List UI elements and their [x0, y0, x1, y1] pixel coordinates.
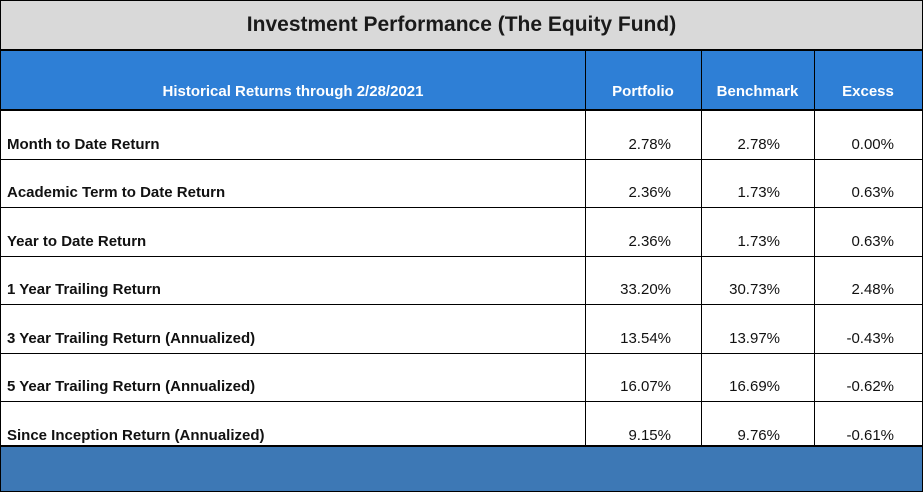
excess-value: -0.62%: [846, 378, 894, 395]
portfolio-value: 2.78%: [628, 135, 671, 153]
table-row: 3 Year Trailing Return (Annualized) 13.54…: [1, 305, 922, 354]
excess-value: 0.00%: [851, 135, 894, 153]
table-row: Month to Date Return 2.78% 2.78% 0.00%: [1, 111, 922, 160]
benchmark-value: 1.73%: [737, 184, 780, 201]
table-footer-bar: [1, 445, 922, 491]
table-row: Since Inception Return (Annualized) 9.15%…: [1, 402, 922, 451]
table-row: 1 Year Trailing Return 33.20% 30.73% 2.48%: [1, 257, 922, 305]
portfolio-value: 16.07%: [620, 378, 671, 395]
row-label: Since Inception Return (Annualized): [7, 426, 265, 444]
excess-value: -0.43%: [846, 329, 894, 347]
portfolio-value: 9.15%: [628, 426, 671, 444]
benchmark-value: 9.76%: [737, 426, 780, 444]
excess-value: 0.63%: [851, 184, 894, 201]
portfolio-value: 2.36%: [628, 232, 671, 250]
excess-value: 2.48%: [851, 281, 894, 298]
row-label: 5 Year Trailing Return (Annualized): [7, 378, 256, 395]
table-row: Academic Term to Date Return 2.36% 1.73% 0.…: [1, 160, 922, 208]
column-divider-benchmark: [701, 51, 702, 445]
column-divider-portfolio: [585, 51, 586, 445]
excess-value: -0.61%: [846, 426, 894, 444]
header-portfolio: Portfolio: [612, 83, 674, 100]
portfolio-value: 2.36%: [628, 184, 671, 201]
table-header-row: Historical Returns through 2/28/2021 Por…: [1, 51, 922, 111]
table-row: 5 Year Trailing Return (Annualized) 16.07…: [1, 354, 922, 402]
header-benchmark: Benchmark: [716, 83, 799, 100]
row-label: Academic Term to Date Return: [7, 184, 226, 201]
header-excess: Excess: [842, 83, 894, 100]
benchmark-value: 2.78%: [737, 135, 780, 153]
header-historical-returns: Historical Returns through 2/28/2021: [162, 83, 424, 100]
row-label: 3 Year Trailing Return (Annualized): [7, 329, 256, 347]
table-row: Year to Date Return 2.36% 1.73% 0.63%: [1, 208, 922, 257]
row-label: Month to Date Return: [7, 135, 160, 153]
table-title: Investment Performance (The Equity Fund): [1, 1, 922, 51]
benchmark-value: 30.73%: [729, 281, 780, 298]
benchmark-value: 13.97%: [729, 329, 780, 347]
portfolio-value: 13.54%: [620, 329, 671, 347]
benchmark-value: 1.73%: [737, 232, 780, 250]
portfolio-value: 33.20%: [620, 281, 671, 298]
benchmark-value: 16.69%: [729, 378, 780, 395]
row-label: 1 Year Trailing Return: [7, 281, 161, 298]
column-divider-excess: [814, 51, 815, 445]
excess-value: 0.63%: [851, 232, 894, 250]
row-label: Year to Date Return: [7, 232, 147, 250]
